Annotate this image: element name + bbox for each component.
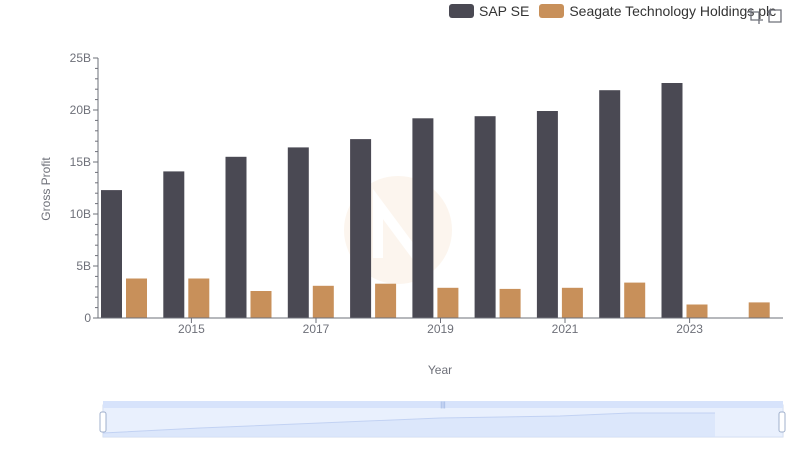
bar-sap-2014[interactable] xyxy=(101,190,122,318)
zoom-selected-range[interactable] xyxy=(103,405,783,437)
bar-sap-2015[interactable] xyxy=(163,171,185,318)
legend-label-sap: SAP SE xyxy=(479,3,530,19)
zoom-reset-icon[interactable] xyxy=(766,7,784,25)
bar-sap-2017[interactable] xyxy=(287,147,309,318)
x-tick-label: 2021 xyxy=(552,322,579,336)
x-tick-label: 2017 xyxy=(303,322,330,336)
y-tick-label: 5B xyxy=(76,259,91,273)
bar-seagate-2014[interactable] xyxy=(126,278,147,319)
bar-seagate-2018[interactable] xyxy=(375,283,397,318)
bar-group xyxy=(101,83,770,318)
y-axis-title: Gross Profit xyxy=(39,157,53,221)
bar-seagate-2019[interactable] xyxy=(437,287,459,318)
legend-item-sap[interactable]: SAP SE xyxy=(449,3,529,19)
x-tick-label: 2023 xyxy=(676,322,703,336)
bar-seagate-2022[interactable] xyxy=(624,282,646,318)
y-tick-label: 0 xyxy=(84,311,91,325)
bar-sap-2016[interactable] xyxy=(225,156,247,318)
zoom-top-bar[interactable] xyxy=(103,401,783,408)
y-tick-label: 10B xyxy=(70,207,91,221)
bar-sap-2021[interactable] xyxy=(536,111,558,318)
bar-sap-2023[interactable] xyxy=(661,83,683,318)
bar-seagate-2020[interactable] xyxy=(499,288,521,318)
y-tick-label: 20B xyxy=(70,103,91,117)
legend-label-seagate: Seagate Technology Holdings plc xyxy=(569,3,777,19)
bar-sap-2022[interactable] xyxy=(599,90,621,318)
y-tick-label: 15B xyxy=(70,155,91,169)
data-zoom-slider[interactable]: ||| xyxy=(99,401,786,438)
zoom-handle-right[interactable] xyxy=(778,411,786,433)
bar-sap-2020[interactable] xyxy=(474,116,496,318)
y-tick-label: 25B xyxy=(70,51,91,65)
x-tick-label: 2019 xyxy=(427,322,454,336)
legend-swatch-seagate xyxy=(539,4,565,18)
legend: SAP SE Seagate Technology Holdings plc xyxy=(449,3,786,19)
bar-sap-2019[interactable] xyxy=(412,118,434,318)
x-axis-title: Year xyxy=(428,363,452,377)
chart-toolbar xyxy=(746,7,786,25)
bar-seagate-2023[interactable] xyxy=(686,304,708,319)
zoom-grip[interactable]: ||| xyxy=(440,402,446,409)
bar-sap-2018[interactable] xyxy=(350,139,372,318)
zoom-select-icon[interactable] xyxy=(746,7,764,25)
legend-swatch-sap xyxy=(449,4,474,18)
bar-seagate-2016[interactable] xyxy=(250,291,272,318)
x-ticks: 2015 2017 2019 2021 2023 xyxy=(178,318,703,336)
x-tick-label: 2015 xyxy=(178,322,205,336)
bar-seagate-2015[interactable] xyxy=(188,278,210,319)
bar-seagate-2024[interactable] xyxy=(748,302,770,318)
y-ticks: 0 5B 10B 15B 20B 25B xyxy=(70,51,98,325)
bar-seagate-2017[interactable] xyxy=(312,285,334,318)
zoom-handle-left[interactable] xyxy=(99,411,107,433)
legend-item-seagate[interactable]: Seagate Technology Holdings plc xyxy=(539,3,776,19)
bar-seagate-2021[interactable] xyxy=(561,287,583,318)
